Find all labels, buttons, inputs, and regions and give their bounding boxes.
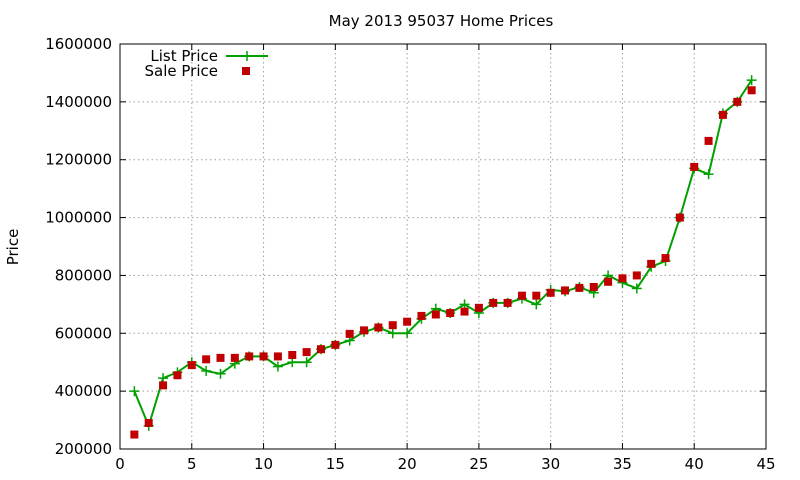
sale-price-point <box>661 254 670 263</box>
sale-price-point <box>446 309 455 318</box>
list-price-point <box>402 328 413 339</box>
y-tick-label: 400000 <box>55 382 112 400</box>
sale-price-point <box>618 274 627 283</box>
sale-price-point <box>230 353 239 362</box>
sale-price-point <box>675 213 684 222</box>
x-tick-label: 10 <box>254 455 273 473</box>
grid-lines <box>120 44 766 449</box>
sale-price-point <box>144 418 153 427</box>
y-tick-label: 800000 <box>55 266 112 284</box>
sale-price-point <box>604 277 613 286</box>
sale-price-point <box>159 381 168 390</box>
y-tick-label: 1600000 <box>45 35 112 53</box>
sale-price-point <box>561 286 570 295</box>
legend-marker-list-price <box>242 51 252 61</box>
sale-price-point <box>690 162 699 171</box>
sale-price-point <box>331 340 340 349</box>
y-tick-label: 200000 <box>55 440 112 458</box>
sale-price-point <box>532 291 541 300</box>
sale-price-point <box>288 350 297 359</box>
x-tick-label: 45 <box>756 455 775 473</box>
x-tick-label: 15 <box>326 455 345 473</box>
y-tick-label: 600000 <box>55 324 112 342</box>
legend-marker-sale-price <box>242 67 250 75</box>
plot-frame <box>119 43 767 450</box>
sale-price-point <box>517 291 526 300</box>
x-tick-label: 20 <box>398 455 417 473</box>
list-price-point <box>703 169 714 180</box>
x-tick-label: 25 <box>469 455 488 473</box>
sale-price-point <box>747 86 756 95</box>
sale-price-point <box>403 317 412 326</box>
x-tick-label: 5 <box>187 455 197 473</box>
sale-price-point <box>302 348 311 357</box>
sale-price-point <box>173 371 182 380</box>
sale-price-point <box>647 259 656 268</box>
list-price-point <box>272 361 283 372</box>
sale-price-point <box>718 110 727 119</box>
x-tick-label: 40 <box>685 455 704 473</box>
sale-price-point <box>130 430 139 439</box>
list-price-point <box>746 75 757 86</box>
sale-price-point <box>474 303 483 312</box>
list-price-point <box>631 283 642 294</box>
sale-price-point <box>460 307 469 316</box>
series-layer <box>129 75 757 439</box>
sale-price-point <box>704 136 713 145</box>
sale-price-point <box>216 353 225 362</box>
sale-price-point <box>388 321 397 330</box>
sale-price-point <box>503 298 512 307</box>
sale-price-point <box>589 283 598 291</box>
list-price-point <box>215 368 226 379</box>
sale-price-point <box>316 345 325 354</box>
sale-price-point <box>360 326 369 335</box>
sale-price-point <box>273 352 282 361</box>
y-tick-label: 1000000 <box>45 209 112 227</box>
list-price-point <box>531 299 542 310</box>
sale-price-point <box>187 361 196 370</box>
sale-price-point <box>575 283 584 292</box>
sale-price-point <box>259 352 268 361</box>
y-tick-label: 1400000 <box>45 93 112 111</box>
sale-price-point <box>632 271 641 280</box>
x-tick-label: 35 <box>613 455 632 473</box>
sale-price-point <box>374 323 383 332</box>
sale-price-point <box>202 355 211 364</box>
sale-price-point <box>417 311 426 320</box>
list-price-point <box>201 365 212 376</box>
chart-title: May 2013 95037 Home Prices <box>329 12 554 30</box>
list-price-point <box>301 357 312 368</box>
list-price-line <box>133 79 753 429</box>
y-axis-label: Price <box>4 229 22 266</box>
sale-price-point <box>489 298 498 307</box>
legend-label-sale-price: Sale Price <box>145 62 218 80</box>
sale-price-point <box>546 288 555 297</box>
list-price-point <box>387 328 398 339</box>
axis-ticks: 0 5 10 15 20 25 30 35 40 45 200000 400000 600000 8000… <box>45 35 775 473</box>
y-tick-label: 1200000 <box>45 151 112 169</box>
x-tick-label: 30 <box>541 455 560 473</box>
sale-price-point <box>245 352 254 361</box>
x-tick-label: 0 <box>115 455 125 473</box>
sale-price-point <box>345 329 354 338</box>
sale-price-point <box>733 97 742 106</box>
sale-price-point <box>431 310 440 319</box>
legend-label-list-price: List Price <box>150 47 218 65</box>
list-price-point <box>129 386 140 397</box>
